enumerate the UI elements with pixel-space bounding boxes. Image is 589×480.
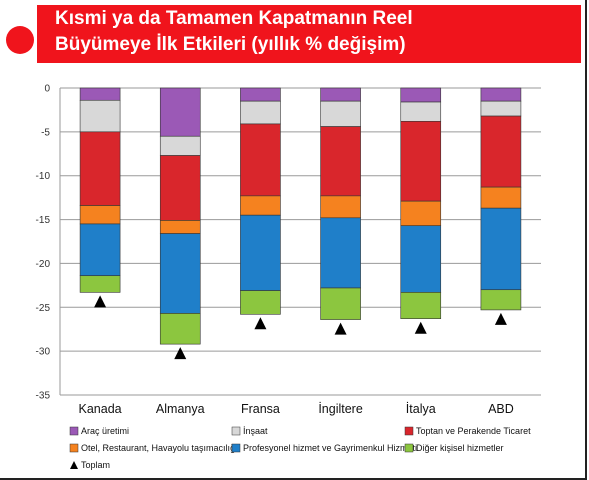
legend-swatch	[231, 443, 241, 453]
legend-triangle-icon	[70, 461, 78, 469]
bar-segment	[79, 87, 121, 101]
legend-swatch	[69, 426, 79, 436]
bar-segment	[159, 87, 201, 137]
y-tick-label: -25	[36, 303, 51, 314]
bar-segment	[159, 155, 201, 221]
chart-title-line-2: Büyümeye İlk Etkileri (yıllık % değişim)	[55, 34, 406, 55]
bar-segment	[320, 87, 361, 102]
bar-segment	[400, 200, 442, 227]
bar-segment	[480, 100, 522, 117]
legend-label: Profesyonel hizmet ve Gayrimenkul Hizmet…	[243, 443, 417, 453]
legend-swatch	[404, 443, 414, 453]
bar-segment	[480, 87, 522, 102]
bar-segment	[79, 131, 121, 206]
bar-segment	[159, 313, 201, 345]
bar-segment	[240, 87, 281, 102]
x-category-label: İtalya	[406, 402, 436, 416]
y-tick-label: 0	[44, 84, 50, 95]
legend-swatch	[231, 426, 241, 436]
bar-segment	[400, 292, 442, 319]
legend-label: Toptan ve Perakende Ticaret	[416, 426, 531, 436]
y-tick-label: -30	[36, 347, 51, 358]
total-marker-triangle	[174, 347, 187, 360]
bar-segment	[320, 195, 361, 219]
legend-swatch	[69, 443, 79, 453]
axes: 0 -5 -10 -15 -20 -25 -30 -35 Kanada Almanya Fransa…	[36, 84, 514, 417]
legend-label: Otel, Restaurant, Havayolu taşımacılığı	[81, 443, 238, 453]
x-category-label: Fransa	[241, 402, 280, 416]
bar-segment	[320, 217, 361, 289]
bar-segment	[400, 121, 442, 202]
bar-segment	[79, 223, 121, 277]
bar-segment	[320, 287, 361, 320]
legend-label: İnşaat	[243, 426, 268, 436]
bullet-dot-icon	[6, 26, 34, 54]
bar-segment	[240, 100, 281, 125]
legend-swatch	[404, 426, 414, 436]
bar-segment	[400, 101, 442, 122]
legend-label: Diğer kişisel hizmetler	[416, 443, 504, 453]
bar-segment	[400, 225, 442, 293]
chart-title-line-1: Kısmi ya da Tamamen Kapatmanın Reel	[55, 8, 413, 29]
x-category-label: Almanya	[156, 402, 205, 416]
total-marker-triangle	[494, 312, 507, 325]
bar-segment	[240, 214, 281, 291]
bar-segment	[79, 275, 121, 293]
bar-segment	[240, 290, 281, 315]
legend: Araç üretimi İnşaat Toptan ve Perakende Ti…	[69, 426, 531, 470]
y-tick-label: -15	[36, 215, 51, 226]
bar-segment	[240, 123, 281, 197]
bar-segment	[159, 135, 201, 156]
total-marker-triangle	[334, 322, 347, 335]
x-category-label: Kanada	[79, 402, 122, 416]
bar-segment	[480, 207, 522, 291]
bar-segment	[480, 186, 522, 209]
bar-segment	[480, 115, 522, 188]
y-tick-label: -35	[36, 391, 51, 402]
bars	[79, 87, 522, 345]
total-marker-triangle	[254, 317, 267, 330]
bar-segment	[79, 99, 121, 133]
y-tick-label: -10	[36, 171, 51, 182]
legend-label: Araç üretimi	[81, 426, 129, 436]
bar-segment	[79, 205, 121, 225]
bar-segment	[159, 220, 201, 234]
x-category-label: İngiltere	[318, 402, 363, 416]
grid-lines	[60, 87, 541, 396]
bar-segment	[400, 87, 442, 103]
total-marker-triangle	[94, 295, 107, 308]
bar-segment	[480, 289, 522, 311]
total-markers	[94, 295, 507, 360]
bar-segment	[159, 233, 201, 314]
total-marker-triangle	[414, 321, 427, 334]
bar-segment	[240, 195, 281, 216]
x-category-label: ABD	[488, 402, 514, 416]
bar-segment	[320, 126, 361, 197]
title-banner	[37, 5, 581, 63]
y-tick-label: -20	[36, 259, 51, 270]
y-tick-label: -5	[41, 127, 50, 138]
bar-segment	[320, 100, 361, 127]
legend-label: Toplam	[81, 460, 110, 470]
